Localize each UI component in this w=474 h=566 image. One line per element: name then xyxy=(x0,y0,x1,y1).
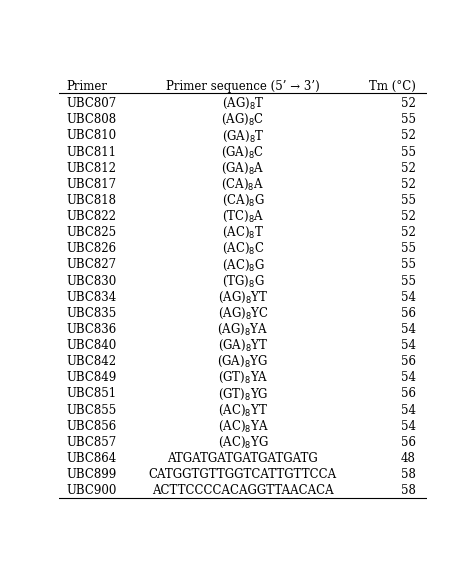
Text: UBC825: UBC825 xyxy=(66,226,117,239)
Text: UBC835: UBC835 xyxy=(66,307,117,320)
Text: (GT)$_8$YG: (GT)$_8$YG xyxy=(218,387,268,401)
Text: UBC851: UBC851 xyxy=(66,388,117,400)
Text: CATGGTGTTGGTCATTGTTCCA: CATGGTGTTGGTCATTGTTCCA xyxy=(149,468,337,481)
Text: 56: 56 xyxy=(401,355,416,368)
Text: UBC807: UBC807 xyxy=(66,97,117,110)
Text: (CA)$_8$A: (CA)$_8$A xyxy=(221,177,264,192)
Text: 55: 55 xyxy=(401,259,416,272)
Text: 55: 55 xyxy=(401,145,416,158)
Text: 52: 52 xyxy=(401,130,416,143)
Text: 54: 54 xyxy=(401,404,416,417)
Text: (GA)$_8$A: (GA)$_8$A xyxy=(221,161,264,176)
Text: UBC899: UBC899 xyxy=(66,468,117,481)
Text: (TC)$_8$A: (TC)$_8$A xyxy=(222,209,264,224)
Text: 55: 55 xyxy=(401,194,416,207)
Text: 52: 52 xyxy=(401,210,416,223)
Text: UBC840: UBC840 xyxy=(66,339,117,352)
Text: UBC849: UBC849 xyxy=(66,371,117,384)
Text: 58: 58 xyxy=(401,484,416,497)
Text: (AC)$_8$YG: (AC)$_8$YG xyxy=(218,435,268,450)
Text: Tm (°C): Tm (°C) xyxy=(369,80,416,93)
Text: ACTTCCCCACAGGTTAACACA: ACTTCCCCACAGGTTAACACA xyxy=(152,484,334,497)
Text: UBC857: UBC857 xyxy=(66,436,117,449)
Text: ATGATGATGATGATGATG: ATGATGATGATGATGATG xyxy=(167,452,319,465)
Text: UBC900: UBC900 xyxy=(66,484,117,497)
Text: (AG)$_8$YA: (AG)$_8$YA xyxy=(218,322,268,337)
Text: (GA)$_8$C: (GA)$_8$C xyxy=(221,144,264,160)
Text: (GT)$_8$YA: (GT)$_8$YA xyxy=(218,370,268,385)
Text: 54: 54 xyxy=(401,419,416,432)
Text: 55: 55 xyxy=(401,113,416,126)
Text: UBC810: UBC810 xyxy=(66,130,117,143)
Text: UBC842: UBC842 xyxy=(66,355,117,368)
Text: UBC817: UBC817 xyxy=(66,178,117,191)
Text: (GA)$_8$T: (GA)$_8$T xyxy=(222,128,264,144)
Text: 56: 56 xyxy=(401,388,416,400)
Text: 54: 54 xyxy=(401,291,416,304)
Text: (AG)$_8$T: (AG)$_8$T xyxy=(222,96,264,112)
Text: UBC811: UBC811 xyxy=(66,145,117,158)
Text: 58: 58 xyxy=(401,468,416,481)
Text: UBC826: UBC826 xyxy=(66,242,117,255)
Text: UBC834: UBC834 xyxy=(66,291,117,304)
Text: 48: 48 xyxy=(401,452,416,465)
Text: 52: 52 xyxy=(401,97,416,110)
Text: UBC855: UBC855 xyxy=(66,404,117,417)
Text: (AC)$_8$G: (AC)$_8$G xyxy=(221,258,264,273)
Text: Primer sequence (5’ → 3’): Primer sequence (5’ → 3’) xyxy=(166,80,320,93)
Text: UBC830: UBC830 xyxy=(66,275,117,288)
Text: Primer: Primer xyxy=(66,80,108,93)
Text: UBC812: UBC812 xyxy=(66,162,117,175)
Text: (GA)$_8$YT: (GA)$_8$YT xyxy=(218,338,268,353)
Text: (AC)$_8$C: (AC)$_8$C xyxy=(222,241,264,256)
Text: 52: 52 xyxy=(401,178,416,191)
Text: (AG)$_8$C: (AG)$_8$C xyxy=(221,112,264,127)
Text: (AC)$_8$T: (AC)$_8$T xyxy=(222,225,264,241)
Text: 56: 56 xyxy=(401,436,416,449)
Text: UBC822: UBC822 xyxy=(66,210,117,223)
Text: UBC808: UBC808 xyxy=(66,113,117,126)
Text: UBC864: UBC864 xyxy=(66,452,117,465)
Text: 52: 52 xyxy=(401,226,416,239)
Text: UBC836: UBC836 xyxy=(66,323,117,336)
Text: 54: 54 xyxy=(401,323,416,336)
Text: 54: 54 xyxy=(401,339,416,352)
Text: 55: 55 xyxy=(401,275,416,288)
Text: UBC856: UBC856 xyxy=(66,419,117,432)
Text: (AC)$_8$YT: (AC)$_8$YT xyxy=(218,402,268,418)
Text: (AG)$_8$YC: (AG)$_8$YC xyxy=(218,306,268,321)
Text: 52: 52 xyxy=(401,162,416,175)
Text: (TG)$_8$G: (TG)$_8$G xyxy=(222,273,264,289)
Text: (AC)$_8$YA: (AC)$_8$YA xyxy=(218,419,268,434)
Text: (GA)$_8$YG: (GA)$_8$YG xyxy=(218,354,268,369)
Text: 56: 56 xyxy=(401,307,416,320)
Text: (CA)$_8$G: (CA)$_8$G xyxy=(221,193,264,208)
Text: 54: 54 xyxy=(401,371,416,384)
Text: (AG)$_8$YT: (AG)$_8$YT xyxy=(218,290,268,305)
Text: 55: 55 xyxy=(401,242,416,255)
Text: UBC827: UBC827 xyxy=(66,259,117,272)
Text: UBC818: UBC818 xyxy=(66,194,117,207)
